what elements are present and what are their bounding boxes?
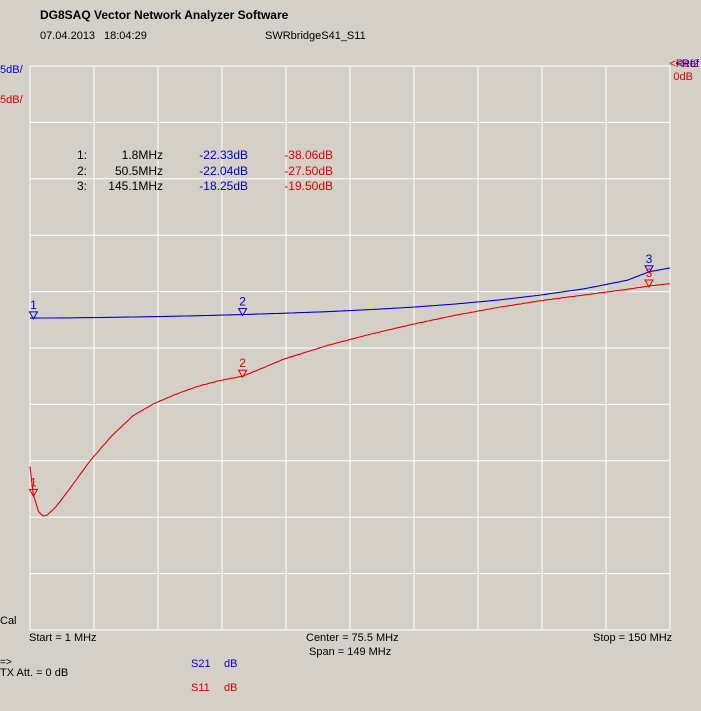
s21-marker-1-triangle[interactable] bbox=[28, 311, 39, 320]
s21-scale-label[interactable]: 5dB/ bbox=[0, 64, 23, 76]
ref-value-label: 0dB bbox=[673, 71, 693, 83]
date-label: 07.04.2013 bbox=[40, 30, 96, 42]
s21-trace-line bbox=[30, 267, 671, 319]
file-name-label: SWRbridgeS41_S11 bbox=[265, 30, 366, 42]
marker-table-s11: -38.06dB bbox=[284, 148, 333, 162]
marker-table-num: 2: bbox=[77, 164, 87, 178]
tx-attenuation-label[interactable]: TX Att. = 0 dB bbox=[0, 667, 69, 679]
s11-marker-3-label[interactable]: 3 bbox=[646, 266, 653, 280]
marker-table-freq: 1.8MHz bbox=[122, 148, 163, 162]
s11-trace-group bbox=[29, 283, 671, 517]
arrow-indicator: => bbox=[0, 657, 12, 668]
s21-marker-1-label[interactable]: 1 bbox=[30, 298, 37, 312]
marker-table-s11: -19.50dB bbox=[284, 179, 333, 193]
s21-trace-name[interactable]: S21 bbox=[191, 658, 211, 670]
marker-table-s21: -18.25dB bbox=[199, 179, 248, 193]
s11-trace-name[interactable]: S11 bbox=[191, 682, 210, 694]
s11-marker-2-label[interactable]: 2 bbox=[239, 356, 246, 370]
span-label[interactable]: Span = 149 MHz bbox=[309, 646, 392, 658]
s21-marker-2-triangle[interactable] bbox=[237, 308, 248, 317]
marker-table-s11: -27.50dB bbox=[284, 164, 333, 178]
s11-marker-1-triangle[interactable] bbox=[28, 488, 39, 498]
s11-marker-2-triangle[interactable] bbox=[237, 369, 248, 379]
s11-scale-label[interactable]: 5dB/ bbox=[0, 94, 23, 106]
s21-marker-2-label[interactable]: 2 bbox=[239, 295, 246, 309]
s21-ref-label[interactable]: <Ref bbox=[675, 58, 699, 70]
center-frequency-label[interactable]: Center = 75.5 MHz bbox=[306, 632, 399, 644]
s11-trace-unit[interactable]: dB bbox=[224, 682, 238, 694]
app-title: DG8SAQ Vector Network Analyzer Software bbox=[40, 8, 289, 22]
s11-marker-3-triangle[interactable] bbox=[644, 279, 654, 288]
s21-marker-3-triangle[interactable] bbox=[644, 265, 654, 274]
marker-table-num: 1: bbox=[77, 148, 87, 162]
time-label: 18:04:29 bbox=[104, 30, 147, 42]
marker-table-s21: -22.04dB bbox=[199, 164, 248, 178]
s11-marker-1-label[interactable]: 1 bbox=[30, 475, 37, 489]
stop-frequency-label[interactable]: Stop = 150 MHz bbox=[593, 632, 673, 644]
marker-table-num: 3: bbox=[77, 179, 87, 193]
s11-trace-line bbox=[29, 283, 671, 517]
marker-table-s21: -22.33dB bbox=[199, 148, 248, 162]
s21-marker-3-label[interactable]: 3 bbox=[646, 252, 653, 266]
s21-trace-unit[interactable]: dB bbox=[224, 658, 238, 670]
s21-trace-group bbox=[30, 267, 671, 319]
start-frequency-label[interactable]: Start = 1 MHz bbox=[29, 632, 97, 644]
marker-table-freq: 145.1MHz bbox=[108, 179, 163, 193]
marker-group: 1 1 2 2 33 1: 1.8MHz -22.33dB -38.06dB 2: 50.5MHz -… bbox=[28, 148, 654, 498]
plot-grid bbox=[29, 65, 671, 631]
marker-table-freq: 50.5MHz bbox=[115, 164, 163, 178]
s11-ref-label[interactable]: <Ref2 bbox=[669, 58, 699, 70]
cal-label[interactable]: Cal bbox=[0, 615, 17, 627]
